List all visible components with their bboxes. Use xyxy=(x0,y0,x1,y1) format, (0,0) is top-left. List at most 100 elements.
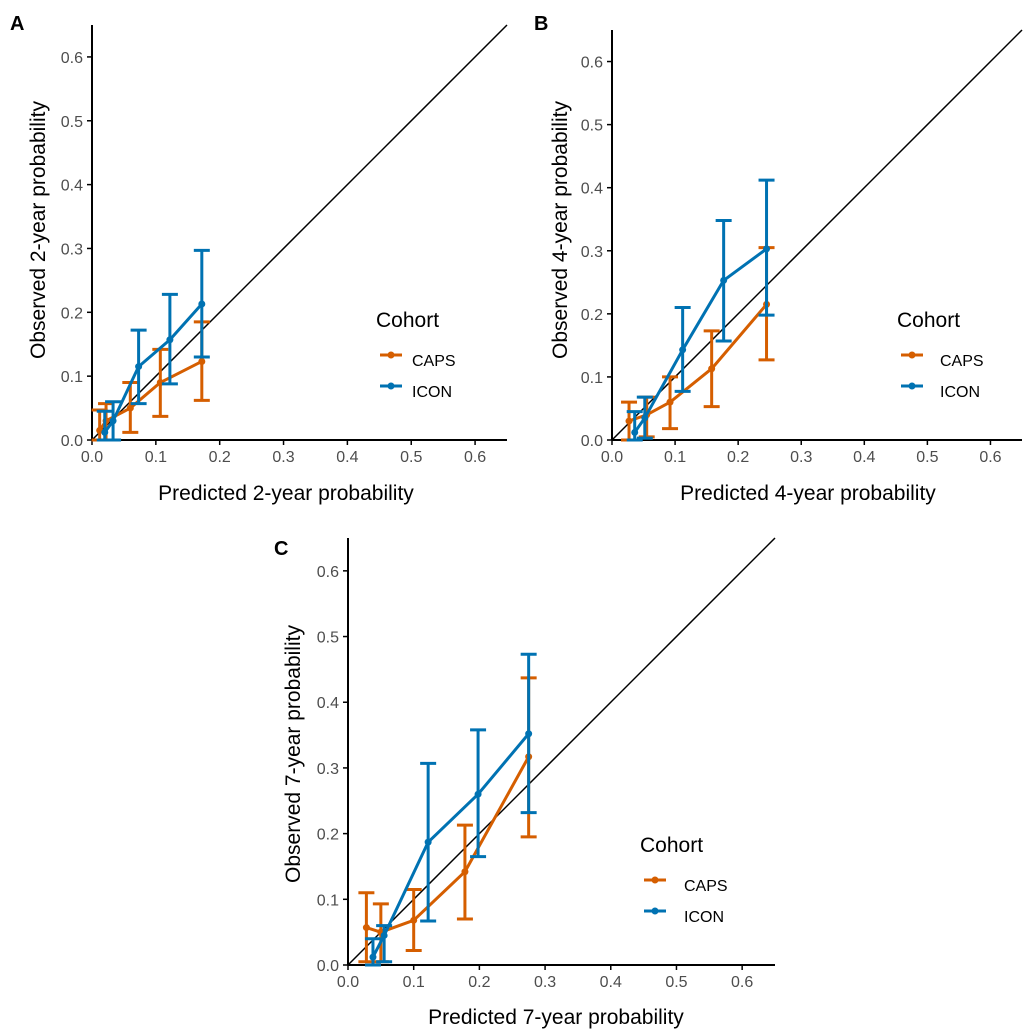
panel-b-series-icon-point xyxy=(720,276,728,284)
panel-a-legend-label-caps: CAPS xyxy=(412,353,456,370)
panel-b-series-caps-point xyxy=(625,417,633,425)
panel-a-legend-key-point xyxy=(387,351,395,359)
panel-c-legend-key-caps xyxy=(644,876,666,884)
panel-c-y-tick-label: 0.1 xyxy=(317,892,339,909)
panel-a-x-axis-title: Predicted 2-year probability xyxy=(158,482,414,505)
panel-c-y-tick-label: 0.5 xyxy=(317,630,339,647)
panel-c-legend-label-icon: ICON xyxy=(684,909,724,926)
panel-c-legend-key-point xyxy=(651,907,659,915)
panel-b-legend-title: Cohort xyxy=(897,309,960,332)
panel-c-series-caps-point xyxy=(410,916,418,924)
panel-b-series-caps-point xyxy=(708,365,716,373)
panel-b-legend-key-point xyxy=(908,382,916,390)
panel-b-y-tick-label: 0.5 xyxy=(581,118,603,135)
panel-a-legend-key-point xyxy=(387,382,395,390)
panel-c-legend-key-point xyxy=(651,876,659,884)
panel-a-series-icon-point xyxy=(135,363,143,371)
panel-b-series-icon-point xyxy=(679,346,687,354)
panel-c-x-tick-label: 0.5 xyxy=(665,974,687,991)
panel-b-legend-key-caps xyxy=(901,351,923,359)
panel-b-legend-label-caps: CAPS xyxy=(940,353,984,370)
panel-c-y-tick-label: 0.6 xyxy=(317,564,339,581)
panel-c-series-icon-point xyxy=(424,838,432,846)
panel-c-series-icon-point xyxy=(474,790,482,798)
panel-b-x-axis-title: Predicted 4-year probability xyxy=(680,482,936,505)
panel-a-series-caps-point xyxy=(126,404,134,412)
panel-a-x-tick-label: 0.0 xyxy=(81,449,103,466)
panel-b-series-icon-line xyxy=(633,247,768,434)
panel-b-legend-label-icon: ICON xyxy=(940,384,980,401)
panel-b-x-tick-label: 0.6 xyxy=(979,449,1001,466)
panel-b-y-axis-title: Observed 4-year probability xyxy=(549,101,572,359)
panel-b-x-tick-label: 0.4 xyxy=(853,449,875,466)
panel-c-legend-key-icon xyxy=(644,907,666,915)
panel-a-series-caps-point xyxy=(198,357,206,365)
panel-a-letter: A xyxy=(10,13,24,35)
panel-c-y-tick-label: 0.4 xyxy=(317,695,339,712)
panel-a-x-tick-label: 0.1 xyxy=(145,449,167,466)
panel-a: A Predicted 2-year probability Observed … xyxy=(10,13,508,505)
panel-a-legend-label-icon: ICON xyxy=(412,384,452,401)
panel-a-reference-line xyxy=(91,24,508,441)
panel-a-legend-key-icon xyxy=(380,382,402,390)
panel-c-x-tick-label: 0.2 xyxy=(468,974,490,991)
panel-b-x-tick-label: 0.0 xyxy=(601,449,623,466)
panel-b-y-tick-label: 0.1 xyxy=(581,370,603,387)
panel-a-x-tick-label: 0.3 xyxy=(272,449,294,466)
panel-a-x-tick-label: 0.6 xyxy=(464,449,486,466)
panel-c-x-tick-label: 0.3 xyxy=(534,974,556,991)
panel-c-series-icon-error-bar xyxy=(364,937,381,967)
panel-c-reference-line xyxy=(347,537,776,966)
panel-c-legend-label-caps: CAPS xyxy=(684,878,728,895)
panel-b-y-tick-label: 0.4 xyxy=(581,181,603,198)
panel-b-series-icon-point xyxy=(641,414,649,422)
panel-a-y-tick-label: 0.1 xyxy=(61,369,83,386)
panel-a-x-tick-label: 0.2 xyxy=(209,449,231,466)
panel-c-y-axis-title: Observed 7-year probability xyxy=(282,625,305,883)
panel-c-x-tick-label: 0.4 xyxy=(600,974,622,991)
panel-a-series-icon-point xyxy=(101,428,109,436)
panel-c-y-tick-label: 0.3 xyxy=(317,761,339,778)
panel-a-series-icon-point xyxy=(198,300,206,308)
panel-c-series-icon-point xyxy=(380,931,388,939)
panel-b-plot-area: 0.0 0.1 0.2 0.3 0.4 0.5 0.6 0.0 0.1 0.2 0.3 0.4 0.5 0… xyxy=(581,29,1023,466)
panel-a-x-tick-label: 0.4 xyxy=(336,449,358,466)
panel-a-plot-area: 0.0 0.1 0.2 0.3 0.4 0.5 0.6 0.0 0.1 0.2 0.3 0.4 0.5 0… xyxy=(61,24,508,466)
panel-a-y-tick-label: 0.0 xyxy=(61,433,83,450)
panel-b-x-tick-label: 0.5 xyxy=(916,449,938,466)
panel-c-legend-title: Cohort xyxy=(640,834,703,857)
panel-b-x-tick-label: 0.3 xyxy=(790,449,812,466)
panel-b: B Predicted 4-year probability Observed … xyxy=(534,13,1023,505)
panel-c-series-icon-point xyxy=(369,953,377,961)
panel-c: C Predicted 7-year probability Observed … xyxy=(274,537,776,1029)
panel-c-y-tick-label: 0.0 xyxy=(317,958,339,975)
panel-b-y-tick-label: 0.2 xyxy=(581,307,603,324)
panel-a-legend-key-caps xyxy=(380,351,402,359)
panel-c-series-caps-line xyxy=(365,756,530,934)
panel-b-y-tick-label: 0.0 xyxy=(581,433,603,450)
panel-c-plot-area: 0.0 0.1 0.2 0.3 0.4 0.5 0.6 0.0 0.1 0.2 0.3 0.4 0.5 0… xyxy=(317,537,776,991)
panel-b-reference-line xyxy=(611,29,1023,441)
panel-b-x-tick-label: 0.2 xyxy=(727,449,749,466)
panel-a-series-icon-point xyxy=(109,417,117,425)
panel-c-series-icon-point xyxy=(525,730,533,738)
panel-c-y-tick-label: 0.2 xyxy=(317,827,339,844)
panel-a-series-icon-point xyxy=(166,336,174,344)
panel-c-series-caps-point xyxy=(362,924,370,932)
panel-a-y-tick-label: 0.4 xyxy=(61,178,83,195)
panel-b-letter: B xyxy=(534,13,548,35)
panel-a-y-tick-label: 0.2 xyxy=(61,305,83,322)
panel-c-series-icon-line xyxy=(371,732,530,958)
panel-b-y-tick-label: 0.6 xyxy=(581,55,603,72)
panel-b-series-icon-point xyxy=(631,428,639,436)
panel-a-y-tick-label: 0.6 xyxy=(61,50,83,67)
panel-b-y-tick-label: 0.3 xyxy=(581,244,603,261)
panel-c-series-caps-point xyxy=(461,868,469,876)
panel-b-legend-key-point xyxy=(908,351,916,359)
panel-c-x-tick-label: 0.1 xyxy=(403,974,425,991)
panel-c-x-axis-title: Predicted 7-year probability xyxy=(428,1006,684,1029)
panel-b-series-caps-point xyxy=(666,398,674,406)
panel-a-y-tick-label: 0.3 xyxy=(61,241,83,258)
panel-a-y-axis-title: Observed 2-year probability xyxy=(27,101,50,359)
